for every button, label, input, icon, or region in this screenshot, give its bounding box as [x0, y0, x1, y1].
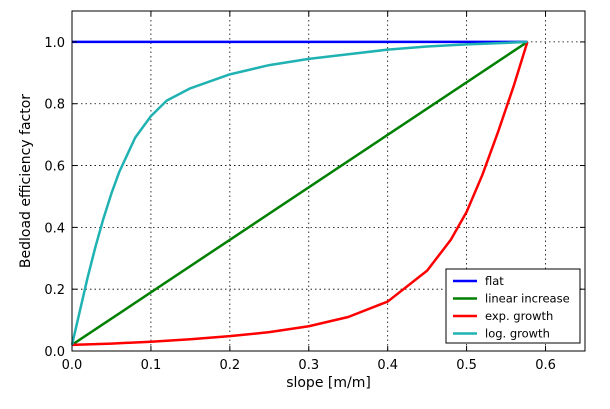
x-tick-label: 0.2 [220, 358, 241, 373]
y-tick-label: 0.8 [44, 98, 65, 113]
series-line-exp-growth [71, 41, 529, 347]
series-line-log-growth [70, 40, 528, 346]
x-tick-label: 0.4 [377, 358, 398, 373]
x-tick-label: 0.3 [298, 358, 319, 373]
y-tick-label: 0.2 [44, 283, 65, 298]
series-line-linear-increase [71, 40, 529, 346]
x-tick-label: 0.6 [535, 358, 556, 373]
x-axis-label: slope [m/m] [286, 375, 371, 391]
y-tick-label: 0.0 [44, 345, 65, 360]
series-layer [70, 40, 529, 347]
legend-entry: exp. growth [485, 309, 553, 323]
y-tick-label: 0.6 [44, 160, 65, 175]
legend-entry: log. growth [485, 327, 550, 341]
y-tick-label: 1.0 [44, 36, 65, 51]
x-tick-label: 0.5 [456, 358, 477, 373]
x-tick-label: 0.0 [62, 358, 83, 373]
plot-frame [71, 10, 586, 352]
legend-entry: linear increase [485, 292, 570, 306]
ticks: 0.0 0.1 0.2 0.3 0.4 0.5 0.6 0.0 0.2 0.4 0.6 0.8 1.0 [44, 11, 585, 373]
y-tick-label: 0.4 [44, 221, 65, 236]
y-axis-label: Bedload efficiency factor [18, 94, 34, 268]
legend: flat linear increase exp. growth log. growt… [445, 268, 581, 344]
legend-entry: flat [485, 274, 504, 288]
x-tick-label: 0.1 [141, 358, 162, 373]
